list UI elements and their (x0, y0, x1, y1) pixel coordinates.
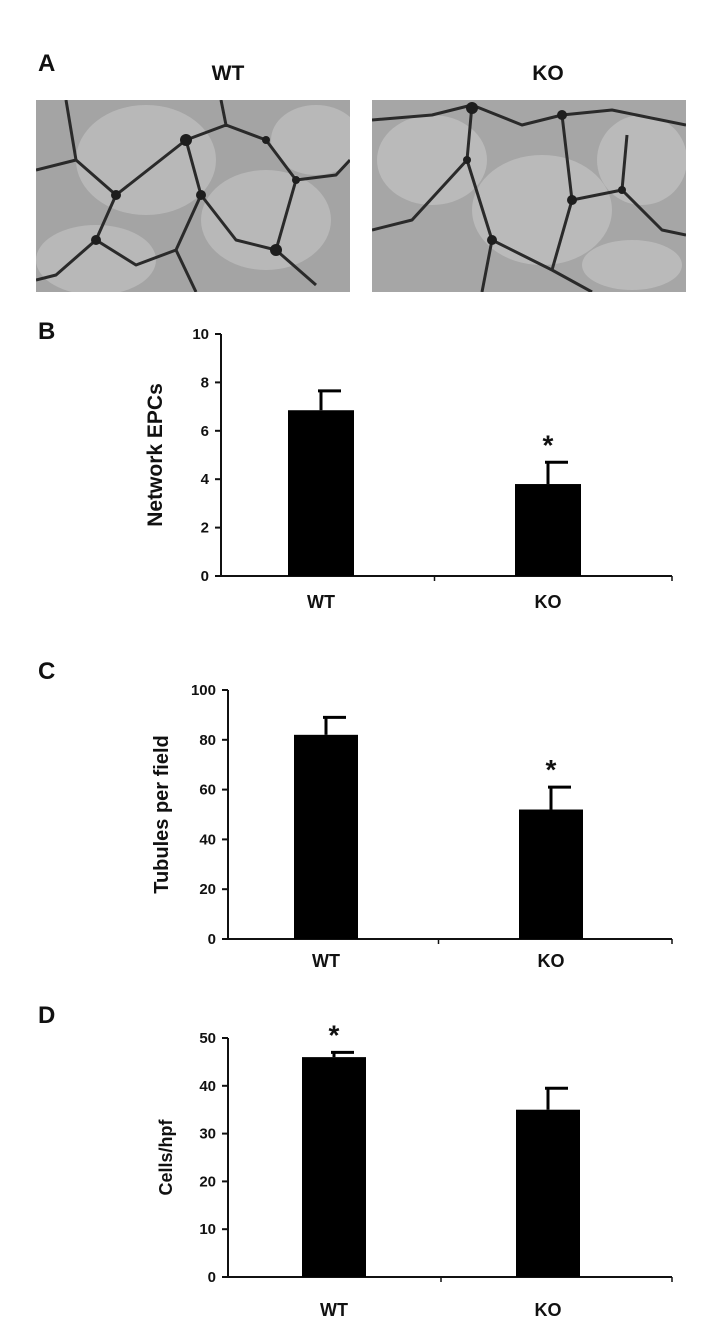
wt-image-title: WT (211, 62, 245, 85)
panel-d-category-label-wt: WT (320, 1300, 348, 1320)
panel-b-chart-svg: 0 2 4 6 8 10 Network EPCs WT * KO (144, 326, 673, 612)
panel-b-y-tick-label: 0 (201, 568, 209, 585)
panel-c-bar-wt (294, 734, 358, 939)
ko-micrograph (372, 100, 686, 292)
panel-d-y-tick-label: 50 (199, 1030, 216, 1047)
panel-c-category-label-ko: KO (538, 951, 565, 971)
panel-c-y-tick-label: 40 (199, 831, 216, 848)
panel-b-y-tick-label: 6 (201, 423, 209, 440)
panel-c-chart: 0 20 40 60 80 100 Tubules per field WT * KO (0, 650, 709, 971)
panel-b-bar-wt (288, 410, 354, 576)
panel-a-letter: A (38, 50, 56, 77)
panel-c-y-tick-label: 100 (191, 682, 216, 699)
panel-d-y-tick-label: 40 (199, 1078, 216, 1095)
panel-c-y-axis-label: Tubules per field (151, 735, 173, 894)
panel-d-letter: D (38, 1002, 56, 1029)
panel-d-y-axis-label: Cells/hpf (156, 1118, 176, 1195)
panel-d-y-tick-label: 0 (208, 1269, 216, 1286)
panel-b-category-label-wt: WT (307, 592, 335, 612)
panel-c-significance-ko: * (546, 754, 557, 785)
panel-c-y-tick-label: 0 (208, 931, 216, 948)
panel-d-category-label-ko: KO (535, 1300, 562, 1320)
panel-b-significance-ko: * (543, 429, 554, 460)
panel-c-chart-svg: 0 20 40 60 80 100 Tubules per field WT * KO (151, 682, 673, 971)
panel-c-y-tick-label: 60 (199, 782, 216, 799)
panel-d-chart: 0 10 20 30 40 50 Cells/hpf * WT KO (0, 1000, 709, 1322)
wt-micrograph (36, 100, 350, 292)
panel-b-chart: 0 2 4 6 8 10 Network EPCs WT * KO (0, 310, 709, 612)
panel-b-letter: B (38, 318, 56, 345)
panel-d-bar-wt (302, 1057, 366, 1277)
panel-b-y-tick-label: 2 (201, 520, 209, 537)
panel-d-y-tick-label: 10 (199, 1221, 216, 1238)
panel-b-y-axis-label: Network EPCs (144, 383, 167, 527)
panel-c-letter: C (38, 658, 56, 685)
panel-d-y-tick-label: 30 (199, 1126, 216, 1143)
panel-c-y-tick-label: 20 (199, 881, 216, 898)
panel-d-significance-wt: * (329, 1019, 340, 1050)
panel-d-chart-svg: 0 10 20 30 40 50 Cells/hpf * WT KO (156, 1019, 673, 1320)
panel-c-y-tick-label: 80 (199, 732, 216, 749)
panel-b-bar-ko (515, 484, 581, 576)
panel-c-category-label-wt: WT (312, 951, 340, 971)
ko-image-title: KO (532, 62, 564, 85)
panel-d-bar-ko (516, 1109, 580, 1277)
panel-b-category-label-ko: KO (535, 592, 562, 612)
panel-d-y-tick-label: 20 (199, 1173, 216, 1190)
panel-c-bar-ko (519, 809, 583, 939)
panel-b-y-tick-label: 10 (192, 326, 209, 343)
panel-b-y-tick-label: 4 (201, 471, 210, 488)
panel-b-y-tick-label: 8 (201, 374, 209, 391)
